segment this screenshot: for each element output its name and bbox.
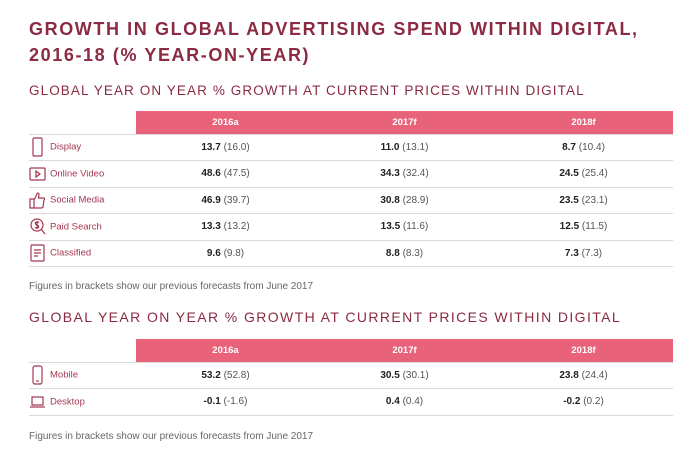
- cell: 8.8 (8.3): [315, 240, 494, 267]
- table-row-display: Display 13.7 (16.0) 11.0 (13.1) 8.7 (10.…: [29, 133, 673, 161]
- cell: 0.4 (0.4): [315, 388, 494, 416]
- cell: -0.2 (0.2): [494, 388, 673, 416]
- cell: 24.5 (25.4): [494, 160, 673, 188]
- cell: 46.9 (39.7): [136, 187, 315, 214]
- row-label-text: Online Video: [50, 168, 105, 180]
- play-icon: [29, 164, 46, 184]
- table1: 2016a 2017f 2018f Display 13.7 (16.0) 11…: [29, 111, 673, 267]
- table2-col-2016: 2016a: [136, 339, 315, 362]
- cell: 8.7 (10.4): [494, 133, 673, 161]
- table-row-desktop: Desktop -0.1 (-1.6) 0.4 (0.4) -0.2 (0.2): [29, 388, 673, 416]
- table2: 2016a 2017f 2018f Mobile 53.2 (52.8) 30.…: [29, 339, 673, 416]
- thumbs-up-icon: [29, 190, 46, 210]
- table-row-classified: Classified 9.6 (9.8) 8.8 (8.3) 7.3 (7.3): [29, 240, 673, 267]
- cell: 34.3 (32.4): [315, 160, 494, 188]
- document-icon: [29, 243, 46, 263]
- table2-col-2017: 2017f: [315, 339, 494, 362]
- mobile-icon: [29, 365, 46, 385]
- table2-header-blank: [29, 339, 136, 362]
- cell: 23.5 (23.1): [494, 187, 673, 214]
- table2-footnote: Figures in brackets show our previous fo…: [29, 431, 314, 442]
- cell: 12.5 (11.5): [494, 213, 673, 241]
- table2-section-title: GLOBAL YEAR ON YEAR % GROWTH AT CURRENT …: [29, 309, 622, 325]
- table-row-online-video: Online Video 48.6 (47.5) 34.3 (32.4) 24.…: [29, 160, 673, 188]
- table1-col-2016: 2016a: [136, 111, 315, 134]
- row-label-text: Display: [50, 141, 82, 153]
- search-dollar-icon: [29, 217, 46, 237]
- cell: 30.8 (28.9): [315, 187, 494, 214]
- cell: -0.1 (-1.6): [136, 388, 315, 416]
- page-title: GROWTH IN GLOBAL ADVERTISING SPEND WITHI…: [29, 19, 639, 65]
- row-label: Display: [29, 133, 136, 161]
- cell: 7.3 (7.3): [494, 240, 673, 267]
- row-label-text: Social Media: [50, 194, 105, 206]
- cell: 11.0 (13.1): [315, 133, 494, 161]
- row-label-text: Classified: [50, 247, 92, 259]
- table1-section-title: GLOBAL YEAR ON YEAR % GROWTH AT CURRENT …: [29, 83, 585, 98]
- cell: 48.6 (47.5): [136, 160, 315, 188]
- cell: 30.5 (30.1): [315, 361, 494, 389]
- cell: 13.3 (13.2): [136, 213, 315, 241]
- table-row-mobile: Mobile 53.2 (52.8) 30.5 (30.1) 23.8 (24.…: [29, 361, 673, 389]
- row-label-text: Mobile: [50, 369, 78, 381]
- display-icon: [29, 137, 46, 157]
- table-row-social-media: Social Media 46.9 (39.7) 30.8 (28.9) 23.…: [29, 187, 673, 214]
- cell: 13.7 (16.0): [136, 133, 315, 161]
- cell: 53.2 (52.8): [136, 361, 315, 389]
- table2-header-row: 2016a 2017f 2018f: [29, 339, 673, 362]
- row-label: Online Video: [29, 160, 136, 188]
- row-label: Desktop: [29, 388, 136, 416]
- table1-header-blank: [29, 111, 136, 134]
- row-label-text: Desktop: [50, 396, 85, 408]
- row-label: Mobile: [29, 361, 136, 389]
- table1-header-row: 2016a 2017f 2018f: [29, 111, 673, 134]
- table-row-paid-search: Paid Search 13.3 (13.2) 13.5 (11.6) 12.5…: [29, 213, 673, 241]
- table1-col-2018: 2018f: [494, 111, 673, 134]
- table1-col-2017: 2017f: [315, 111, 494, 134]
- row-label: Paid Search: [29, 213, 136, 241]
- cell: 13.5 (11.6): [315, 213, 494, 241]
- row-label: Social Media: [29, 187, 136, 214]
- row-label-text: Paid Search: [50, 221, 102, 233]
- table2-col-2018: 2018f: [494, 339, 673, 362]
- table1-footnote: Figures in brackets show our previous fo…: [29, 281, 314, 292]
- cell: 9.6 (9.8): [136, 240, 315, 267]
- row-label: Classified: [29, 240, 136, 267]
- cell: 23.8 (24.4): [494, 361, 673, 389]
- laptop-icon: [29, 392, 46, 412]
